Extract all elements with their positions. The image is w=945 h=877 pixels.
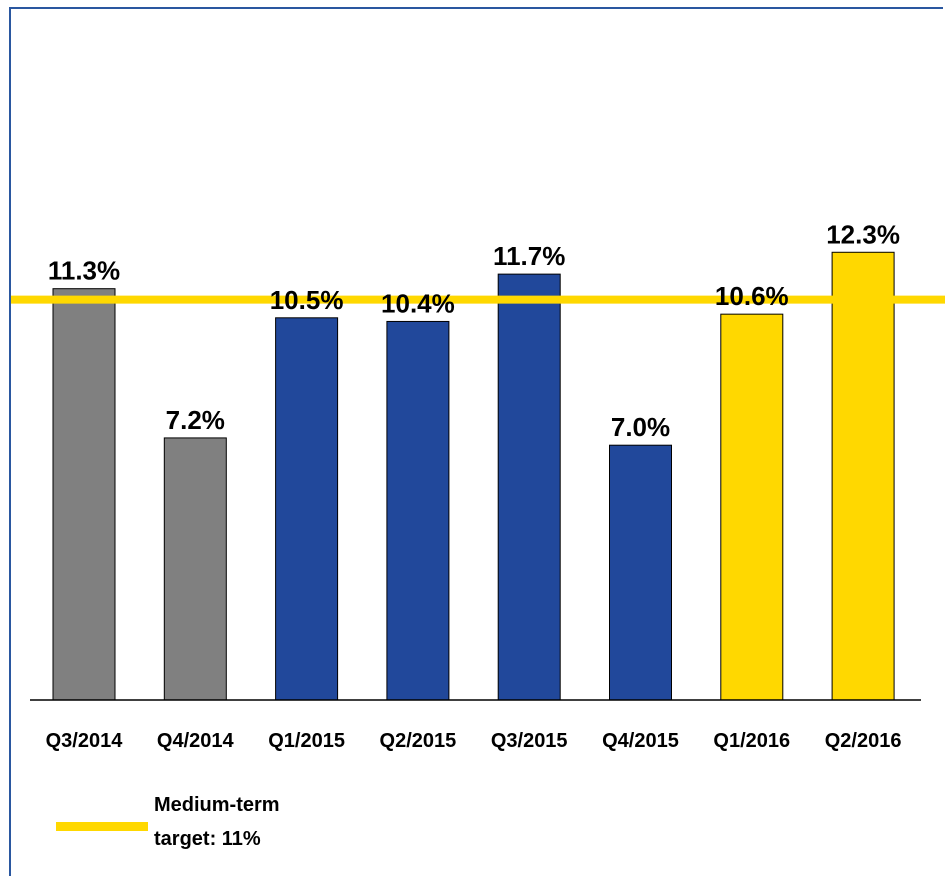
x-tick-label: Q3/2015	[491, 730, 568, 752]
data-label: 10.6%	[715, 281, 789, 311]
data-label: 7.0%	[611, 412, 670, 442]
bar-Q1-2016	[720, 313, 784, 701]
x-tick-label: Q4/2015	[602, 730, 679, 752]
bar-Q3-2015	[497, 273, 561, 701]
x-tick-label: Q2/2016	[825, 730, 902, 752]
bar-Q1-2015	[275, 317, 339, 701]
data-label: 12.3%	[826, 219, 900, 249]
legend-label: Medium-term target: 11%	[154, 794, 280, 850]
bar-Q2-2015	[386, 320, 450, 701]
data-label: 11.7%	[493, 241, 565, 271]
data-label: 10.4%	[381, 288, 455, 318]
x-tick-label: Q1/2016	[713, 730, 790, 752]
bar-Q4-2014	[163, 437, 227, 701]
legend: Medium-term target: 11%	[56, 788, 456, 868]
bar-Q3-2014	[52, 288, 116, 701]
x-tick-label: Q4/2014	[157, 730, 235, 752]
legend-target-swatch	[56, 822, 148, 831]
x-tick-label: Q3/2014	[46, 730, 124, 752]
x-tick-label: Q1/2015	[268, 730, 345, 752]
data-label: 7.2%	[166, 405, 225, 435]
chart-frame	[9, 7, 943, 876]
bar-Q4-2015	[609, 444, 672, 701]
data-label: 11.3%	[48, 256, 120, 286]
data-label: 10.5%	[270, 285, 344, 315]
x-tick-label: Q2/2015	[380, 730, 457, 752]
bar-Q2-2016	[831, 251, 895, 701]
